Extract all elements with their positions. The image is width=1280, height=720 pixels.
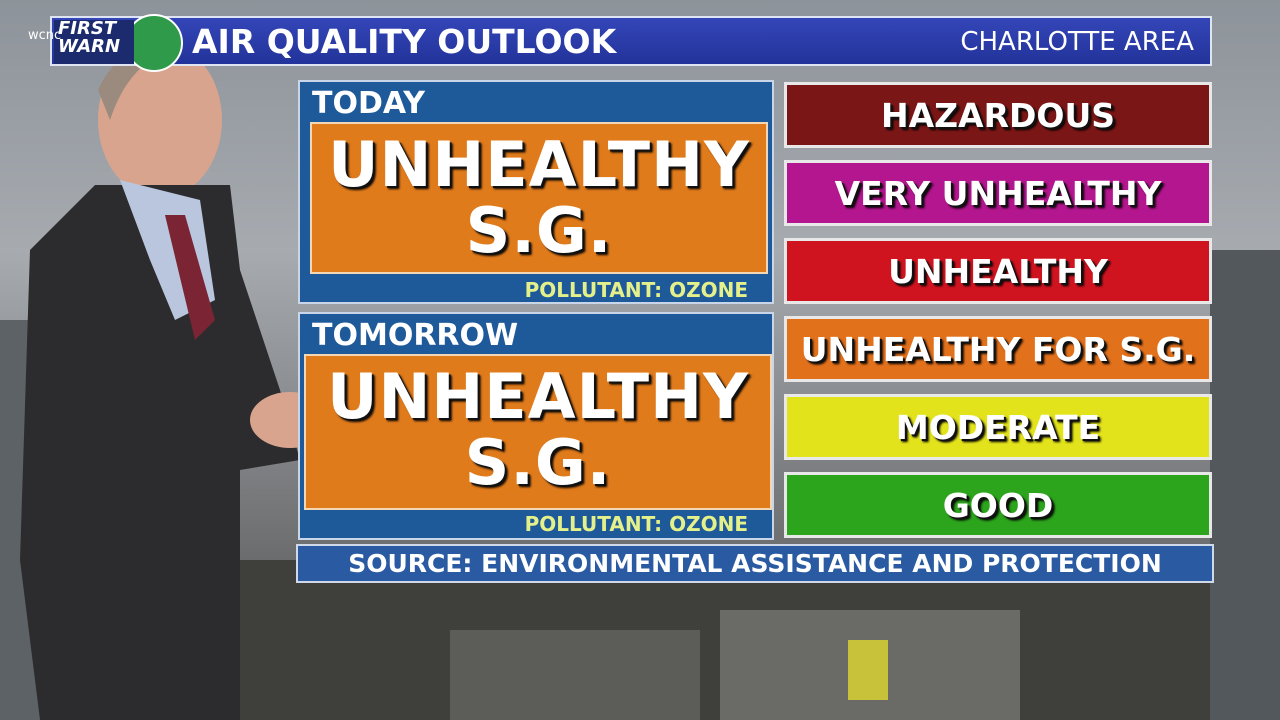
forecast-box: UNHEALTHY S.G. bbox=[304, 354, 772, 510]
source: SOURCE: ENVIRONMENTAL ASSISTANCE AND PRO… bbox=[296, 544, 1214, 583]
aqi-category: VERY UNHEALTHY bbox=[784, 160, 1212, 226]
forecast-level: S.G. bbox=[465, 194, 613, 267]
title: AIR QUALITY OUTLOOK bbox=[192, 22, 617, 61]
forecast-level: UNHEALTHY bbox=[327, 360, 749, 433]
pollutant: POLLUTANT: OZONE bbox=[524, 512, 748, 536]
area: CHARLOTTE AREA bbox=[960, 27, 1194, 57]
forecast-level: S.G. bbox=[464, 426, 612, 499]
forecast-day: TOMORROW bbox=[312, 318, 519, 353]
logo-text: FIRST WARN bbox=[58, 18, 121, 57]
aqi-category: GOOD bbox=[784, 472, 1212, 538]
forecast-day: TODAY bbox=[312, 86, 425, 121]
station-name: wcnc bbox=[28, 28, 62, 43]
forecast-level: UNHEALTHY bbox=[328, 128, 750, 201]
forecast-panel: TODAY UNHEALTHY S.G. POLLUTANT: OZONE bbox=[298, 80, 774, 304]
forecast-box: UNHEALTHY S.G. bbox=[310, 122, 768, 274]
logo bbox=[54, 14, 183, 72]
forecast-panel: TOMORROW UNHEALTHY S.G. POLLUTANT: OZONE bbox=[298, 312, 774, 540]
aqi-category: MODERATE bbox=[784, 394, 1212, 460]
pollutant: POLLUTANT: OZONE bbox=[524, 278, 748, 302]
aqi-category: HAZARDOUS bbox=[784, 82, 1212, 148]
aqi-category: UNHEALTHY bbox=[784, 238, 1212, 304]
aqi-category: UNHEALTHY FOR S.G. bbox=[784, 316, 1212, 382]
header-bar: wcnc FIRST WARN AIR QUALITY OUTLOOK CHAR… bbox=[28, 14, 1212, 72]
